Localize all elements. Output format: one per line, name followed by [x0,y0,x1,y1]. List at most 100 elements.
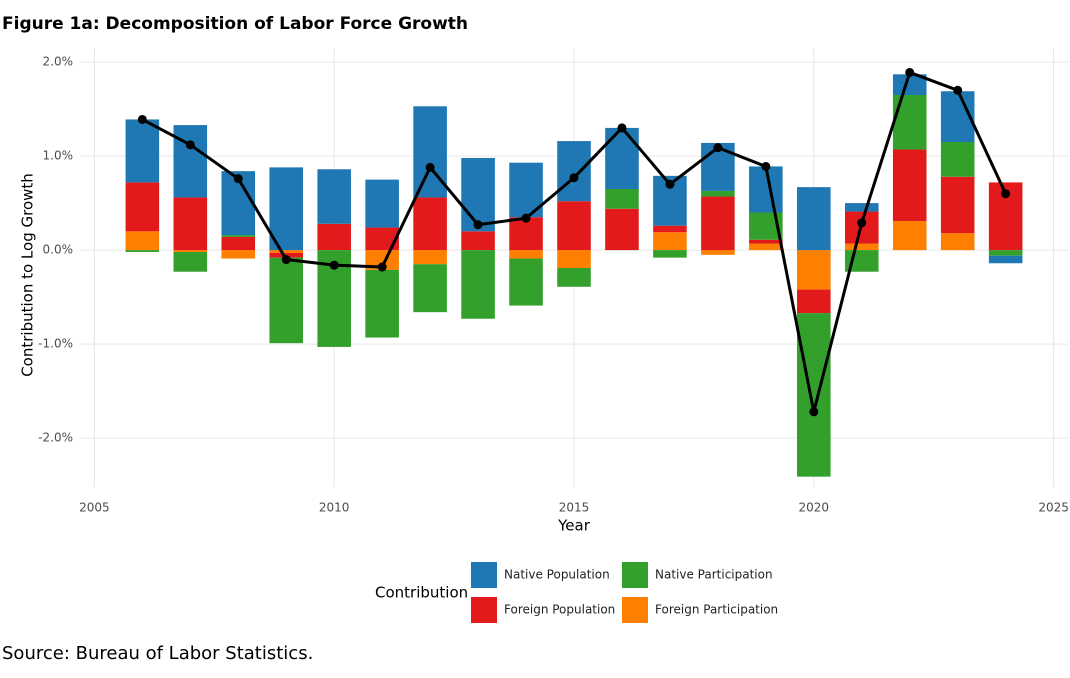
bar-segment [749,243,783,251]
bar-segment [125,119,160,183]
total-point [377,262,387,272]
bar-segment [317,169,351,224]
x-tick-label: 2005 [79,501,110,515]
bar-segment [701,196,735,251]
bar-segment [653,225,687,233]
bar-segment [940,233,975,251]
bar-segment [461,250,495,319]
legend-label: Foreign Participation [655,603,778,617]
x-tick-label: 2025 [1038,501,1069,515]
total-point [425,162,435,172]
bar-segment [365,269,399,338]
bar-segment [988,255,1023,264]
bar-segment [797,289,831,314]
bar-segment [988,250,1023,256]
y-tick-label: 1.0% [43,149,74,163]
total-point [617,123,627,133]
bar-segment [892,220,927,251]
total-point [713,143,723,153]
total-point [1001,189,1011,199]
legend-label: Native Population [504,568,610,582]
bar-segment [461,231,495,251]
source-note: Source: Bureau of Labor Statistics. [2,643,313,664]
bar-segment [653,250,687,258]
total-point [521,213,531,223]
legend-swatch [622,562,648,588]
bar-segment [605,208,639,251]
legend-swatch [622,597,648,623]
bar-segment [461,157,495,232]
bar-segment [365,179,399,228]
total-point [281,255,291,265]
bar-segment [173,250,208,252]
bar-segment [509,217,543,251]
bar-segment [125,182,160,232]
total-point [569,173,579,183]
bar-segment [221,236,256,251]
bar-segment [844,243,879,251]
total-point [953,85,963,95]
bar-segment [509,250,543,259]
bar-segment [173,197,208,251]
bar-segment [173,125,208,198]
chart-title: Figure 1a: Decomposition of Labor Force … [2,14,468,34]
bar-segment [892,149,927,221]
total-point [185,140,195,150]
bar-segment [125,250,160,252]
x-tick-label: 2015 [559,501,590,515]
bar-segment [605,127,639,190]
bar-segment [173,251,208,272]
bar-segment [892,95,927,150]
total-point [905,67,915,77]
legend-label: Foreign Population [504,603,615,617]
bar-segment [797,187,831,251]
legend-swatch [471,562,497,588]
bar-segment [557,267,591,287]
bar-segment [125,231,160,251]
x-tick-label: 2010 [319,501,350,515]
bar-segment [317,223,351,251]
bar-segment [892,74,927,96]
bar-segment [557,141,591,202]
bar-segment [701,250,735,255]
total-point [665,179,675,189]
bar-segment [269,257,304,344]
x-axis-title: Year [557,517,591,535]
y-tick-label: 0.0% [43,243,74,257]
total-point [857,218,867,228]
total-point [473,220,483,230]
total-point [233,174,243,184]
bar-segment [797,313,831,477]
bar-segment [413,250,447,265]
bar-segment [653,232,687,251]
bar-segment [844,203,879,212]
y-tick-label: -1.0% [38,337,73,351]
bar-segment [940,176,975,234]
bar-segment [749,239,783,244]
bar-segment [940,142,975,177]
y-axis-title: Contribution to Log Growth [19,173,37,377]
y-tick-label: 2.0% [43,55,74,69]
total-point [137,114,147,124]
bar-segment [797,250,831,290]
bar-segment [413,197,447,251]
bar-segment [365,250,399,270]
total-point [329,260,339,270]
bar-segment [557,201,591,251]
bar-segment [269,167,304,251]
y-tick-label: -2.0% [38,431,73,445]
x-tick-label: 2020 [799,501,830,515]
legend-title: Contribution [375,584,468,602]
bar-segment [509,258,543,306]
legend-label: Native Participation [655,568,773,582]
total-point [809,407,819,417]
bar-segment [605,189,639,209]
bar-segment [557,250,591,268]
total-point [761,161,771,171]
bar-segment [221,235,256,237]
bar-segment [701,190,735,197]
bar-segment [413,264,447,313]
bar-segment [413,106,447,198]
legend-swatch [471,597,497,623]
